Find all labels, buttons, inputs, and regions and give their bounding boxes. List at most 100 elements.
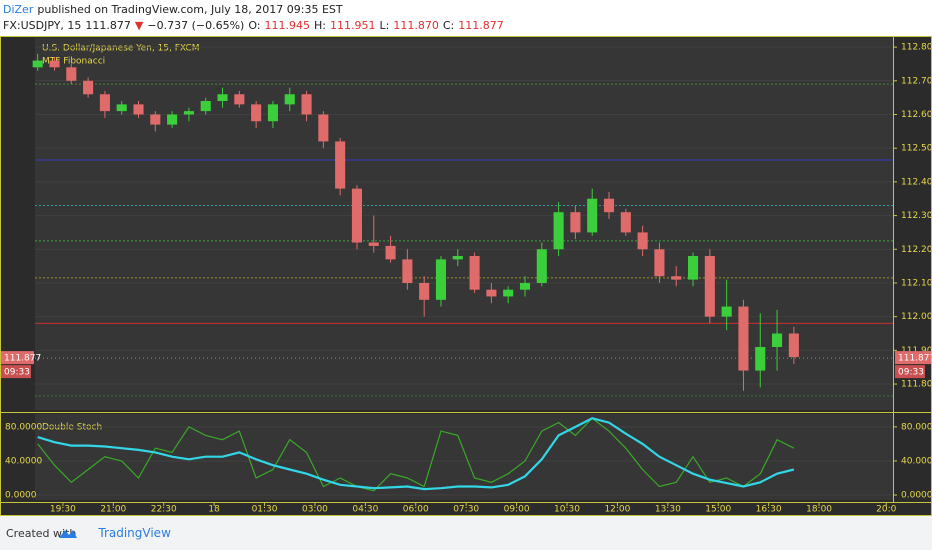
candle-body bbox=[368, 242, 379, 246]
candle-body bbox=[603, 198, 615, 213]
candle-body bbox=[671, 276, 682, 280]
candle-body bbox=[755, 346, 766, 371]
y-tick-label: 112.800 bbox=[901, 43, 932, 53]
candle-body bbox=[654, 249, 665, 277]
brand[interactable]: TradingView bbox=[98, 526, 171, 540]
published: published on TradingView.com, July 18, 2… bbox=[37, 3, 343, 16]
candle-body bbox=[335, 141, 346, 189]
h-label: H: bbox=[314, 19, 326, 32]
x-tick-label: 18 bbox=[208, 505, 220, 515]
candle-body bbox=[536, 249, 547, 283]
x-tick-label: 10:30 bbox=[554, 505, 580, 515]
close: 111.877 bbox=[458, 19, 504, 32]
x-tick-label: 16:30 bbox=[756, 505, 782, 515]
header-line-2: FX:USDJPY, 15 111.877 ▼ −0.737 (−0.65%) O: 11… bbox=[3, 18, 932, 34]
stoch-line bbox=[37, 417, 795, 492]
candle-body bbox=[301, 94, 312, 115]
candle-body bbox=[385, 245, 396, 260]
countdown-label: 09:33 bbox=[898, 368, 924, 378]
y-tick-label: 112.100 bbox=[901, 278, 932, 288]
candle-body bbox=[267, 104, 278, 122]
x-tick-label: 03:00 bbox=[302, 505, 328, 515]
o-label: O: bbox=[248, 19, 261, 32]
candle-body bbox=[419, 282, 430, 300]
candle-body bbox=[99, 94, 110, 112]
candle-body bbox=[772, 333, 783, 347]
footer: Created with TradingView bbox=[0, 516, 932, 550]
y-tick-label: 112.300 bbox=[901, 211, 932, 221]
price-pane bbox=[35, 38, 893, 410]
candle-body bbox=[519, 282, 531, 290]
candle-body bbox=[351, 188, 363, 243]
candle-body bbox=[200, 101, 211, 112]
candle-body bbox=[570, 212, 581, 233]
l-label: L: bbox=[379, 19, 390, 32]
y-tick-label: 80.0000 bbox=[901, 422, 932, 432]
x-tick-label: 22:30 bbox=[151, 505, 177, 515]
candle-body bbox=[167, 114, 178, 125]
candle-body bbox=[217, 94, 228, 102]
y-tick-label: 112.400 bbox=[901, 177, 932, 187]
candle-body bbox=[704, 256, 715, 317]
candle-body bbox=[788, 333, 799, 358]
y-tick-label-left: 40.0000 bbox=[5, 456, 42, 466]
candle-body bbox=[66, 67, 77, 81]
change: −0.737 (−0.65%) bbox=[147, 19, 245, 32]
x-tick-label: 12:00 bbox=[604, 505, 630, 515]
candle-body bbox=[116, 104, 127, 112]
candle-body bbox=[49, 60, 60, 68]
header-line-1: DiZer published on TradingView.com, July … bbox=[3, 2, 932, 18]
candle-body bbox=[251, 104, 262, 122]
countdown-label-left: 09:33 bbox=[4, 368, 30, 378]
stoch-title: Double Stoch bbox=[42, 423, 102, 433]
candle-body bbox=[32, 60, 43, 68]
x-tick-label: 15:00 bbox=[705, 505, 731, 515]
candle-body bbox=[587, 198, 598, 233]
low: 111.870 bbox=[393, 19, 439, 32]
open: 111.945 bbox=[264, 19, 311, 32]
candle-body bbox=[284, 94, 295, 105]
y-tick-label: 111.800 bbox=[901, 380, 932, 390]
candle-body bbox=[318, 114, 329, 142]
candle-body bbox=[452, 256, 463, 260]
countdown-tag-left bbox=[1, 365, 31, 379]
y-tick-label: 0.0000 bbox=[901, 491, 932, 501]
y-tick-label-left: 80.0000 bbox=[5, 422, 42, 432]
y-tick-label: 111.900 bbox=[901, 346, 932, 356]
stoch-line bbox=[37, 417, 795, 491]
candle-body bbox=[402, 259, 413, 283]
candle-body bbox=[620, 212, 631, 233]
last-price-label: 111.877 bbox=[898, 354, 932, 364]
high: 111.951 bbox=[330, 19, 376, 32]
countdown-tag bbox=[895, 365, 925, 379]
x-tick-label: 07:30 bbox=[453, 505, 479, 515]
author[interactable]: DiZer bbox=[3, 3, 34, 16]
c-label: C: bbox=[442, 19, 455, 32]
x-tick-label: 13:30 bbox=[655, 505, 681, 515]
candle-body bbox=[486, 289, 497, 297]
candle-body bbox=[503, 289, 514, 297]
candle-body bbox=[721, 306, 732, 317]
y-tick-label: 112.700 bbox=[901, 76, 932, 86]
price-title: U.S. Dollar/Japanese Yen, 15, FXCM bbox=[42, 44, 199, 54]
candle-body bbox=[553, 212, 564, 250]
last-price-tag bbox=[895, 351, 931, 365]
candle-body bbox=[435, 259, 447, 300]
candle-body bbox=[469, 256, 480, 290]
y-tick-label: 112.200 bbox=[901, 245, 932, 255]
y-tick-label: 112.500 bbox=[901, 144, 932, 154]
y-tick-label: 40.0000 bbox=[901, 456, 932, 466]
indicator-title: MTF Fibonacci bbox=[42, 57, 105, 67]
chart: U.S. Dollar/Japanese Yen, 15, FXCM MTF F… bbox=[0, 36, 932, 516]
x-tick-label: 09:00 bbox=[504, 505, 530, 515]
y-tick-label-left: 0.0000 bbox=[5, 491, 37, 501]
last-price-tag-left bbox=[1, 351, 34, 365]
candle-body bbox=[637, 232, 648, 250]
last-price-label-left: 111.877 bbox=[4, 354, 41, 364]
x-tick-label: 06:00 bbox=[403, 505, 429, 515]
x-tick-label: 21:00 bbox=[100, 505, 126, 515]
logo bbox=[59, 530, 77, 538]
candle-body bbox=[687, 256, 699, 280]
x-tick-label: 01:30 bbox=[252, 505, 278, 515]
